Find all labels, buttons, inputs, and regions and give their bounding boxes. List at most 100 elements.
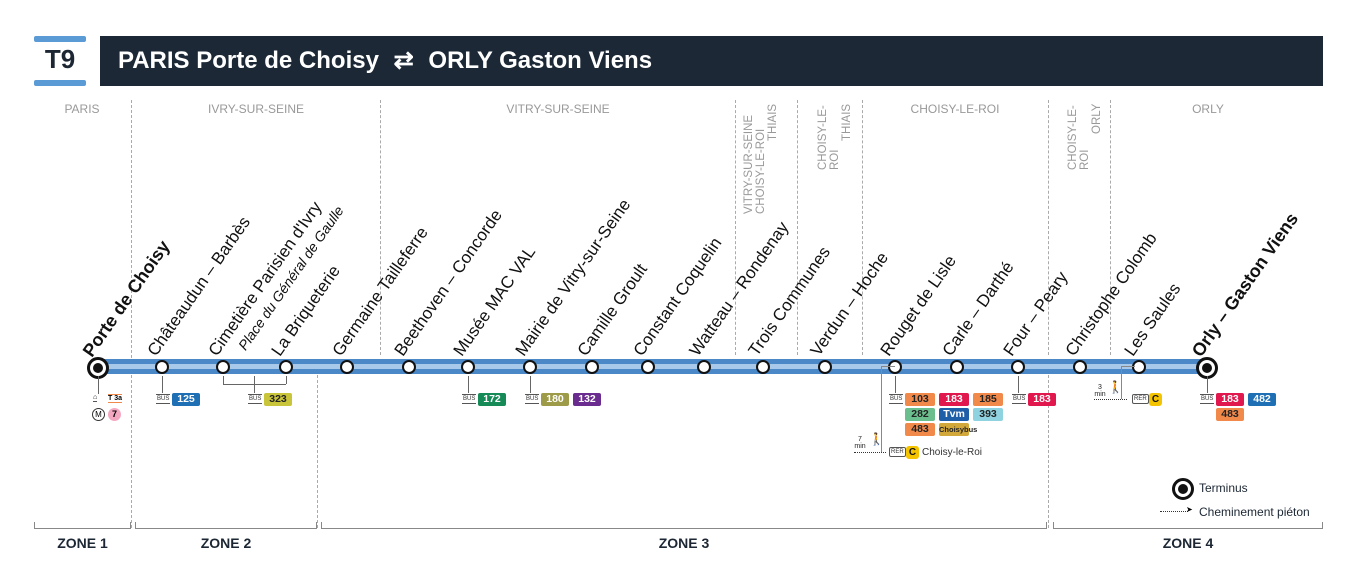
station-stop[interactable] — [1131, 360, 1146, 374]
bus-icon: BUS — [889, 394, 904, 404]
commune-divider — [797, 100, 798, 355]
bus-line-172: 172 — [478, 393, 506, 406]
connector — [286, 376, 287, 384]
walk-connector — [881, 366, 895, 367]
station-name: Four – Peary — [999, 268, 1072, 360]
commune-vitry-choisy-thiais: VITRY-SUR-SEINE CHOISY-LE-ROI THIAIS — [743, 104, 779, 214]
station-name: Orly – Gaston Viens — [1187, 209, 1303, 361]
pedestrian-icon: 🚶 — [1108, 380, 1123, 394]
route-destination: ORLY Gaston Viens — [428, 47, 653, 74]
line-number: T9 — [44, 44, 76, 74]
station-name: Cimetière Parisien d'Ivry — [204, 198, 326, 360]
station-name: Mairie de Vitry-sur-Seine — [511, 195, 635, 360]
bus-line-323: 323 — [264, 393, 292, 406]
walk-time: 3 min — [1094, 384, 1106, 398]
commune-divider — [1110, 100, 1111, 355]
bus-icon: BUS — [248, 394, 263, 404]
walk-path — [1094, 399, 1127, 400]
bus-line-183: 183 — [1028, 393, 1056, 406]
line-bar-top — [34, 36, 86, 42]
connector — [254, 376, 255, 393]
bus-line-393: 393 — [973, 408, 1003, 421]
commune-name: ORLY — [1091, 104, 1103, 135]
station-stop[interactable] — [817, 360, 832, 374]
metro-icon: M — [92, 408, 105, 421]
station-stop[interactable] — [522, 360, 537, 374]
walk-unit: min — [1094, 391, 1106, 398]
station-name: Watteau – Rondenay — [685, 218, 793, 360]
bus-icon: BUS — [525, 394, 540, 404]
terminus-legend-icon — [1172, 478, 1194, 500]
bus-line-282: 282 — [905, 408, 935, 421]
bus-icon: BUS — [1200, 394, 1215, 404]
rer-icon: RER — [1132, 394, 1149, 404]
bus-line-125: 125 — [172, 393, 200, 406]
bus-line-tvm: Tvm — [939, 408, 969, 421]
station-name: Les Saules — [1120, 279, 1185, 360]
commune-divider — [131, 100, 132, 528]
rer-station-name: Choisy-le-Roi — [922, 447, 983, 458]
bus-line-482: 482 — [1248, 393, 1276, 406]
bus-line-103: 103 — [905, 393, 935, 406]
metro-line-7: 7 — [108, 408, 121, 421]
bus-icon: BUS — [462, 394, 477, 404]
bus-line-132: 132 — [573, 393, 601, 406]
walk-connector — [1121, 366, 1122, 399]
rer-c-badge: C — [1149, 393, 1162, 406]
bus-icon: BUS — [156, 394, 171, 404]
zone-4: ZONE 4 — [1162, 535, 1214, 551]
bus-line-483: 483 — [905, 423, 935, 436]
station-stop[interactable] — [460, 360, 475, 374]
connector — [1207, 376, 1208, 393]
bus-line-183: 183 — [1216, 393, 1244, 406]
commune-name: THIAIS — [767, 104, 779, 142]
station-stop[interactable] — [887, 360, 902, 374]
commune-name: CHOISY-LE-ROI — [755, 128, 767, 214]
zone-1: ZONE 1 — [57, 535, 108, 551]
station-stop[interactable] — [584, 360, 599, 374]
station-stop[interactable] — [949, 360, 964, 374]
route-header: PARIS Porte de Choisy ⇄ ORLY Gaston Vien… — [100, 36, 1323, 86]
station-stop[interactable] — [278, 360, 293, 374]
bus-line-483: 483 — [1216, 408, 1244, 421]
commune-vitry: VITRY-SUR-SEINE — [506, 102, 610, 116]
walk-minutes: 7 — [858, 436, 862, 443]
rer-c-badge: C — [906, 446, 919, 459]
zone-3: ZONE 3 — [658, 535, 710, 551]
station-stop[interactable] — [339, 360, 354, 374]
bidirectional-arrow-icon: ⇄ — [393, 47, 414, 74]
bus-line-choisybus: Choisybus — [939, 423, 978, 436]
zone-bracket — [321, 522, 1047, 529]
station-stop[interactable] — [154, 360, 169, 374]
station-stop[interactable] — [696, 360, 711, 374]
station-stop[interactable] — [755, 360, 770, 374]
bus-line-185: 185 — [973, 393, 1003, 406]
bus-line-180: 180 — [541, 393, 569, 406]
commune-divider — [735, 100, 736, 355]
zone-bracket — [135, 522, 317, 529]
connector — [895, 376, 896, 393]
walk-connector — [1121, 366, 1135, 367]
connector — [223, 376, 224, 384]
station-stop[interactable] — [1010, 360, 1025, 374]
commune-divider — [862, 100, 863, 355]
station-stop[interactable] — [640, 360, 655, 374]
walk-path — [854, 452, 886, 453]
station-stop[interactable] — [401, 360, 416, 374]
connector — [1018, 376, 1019, 393]
walk-connector — [881, 366, 882, 453]
zone-2: ZONE 2 — [200, 535, 252, 551]
station-name: Beethoven – Concorde — [390, 206, 506, 360]
zone-bracket — [1053, 522, 1323, 529]
station-stop[interactable] — [215, 360, 230, 374]
tram-t3a-label: T 3a — [108, 394, 123, 403]
walk-legend-icon — [1160, 511, 1188, 512]
commune-ivry: IVRY-SUR-SEINE — [207, 102, 305, 116]
commune-name: CHOISY-LE-ROI — [1067, 105, 1091, 170]
station-stop[interactable] — [1072, 360, 1087, 374]
line-bar-bottom — [34, 80, 86, 86]
zone-divider — [317, 375, 318, 528]
commune-choisy-thiais: CHOISY-LE-ROI THIAIS — [817, 104, 853, 170]
zone-divider — [1048, 375, 1049, 528]
